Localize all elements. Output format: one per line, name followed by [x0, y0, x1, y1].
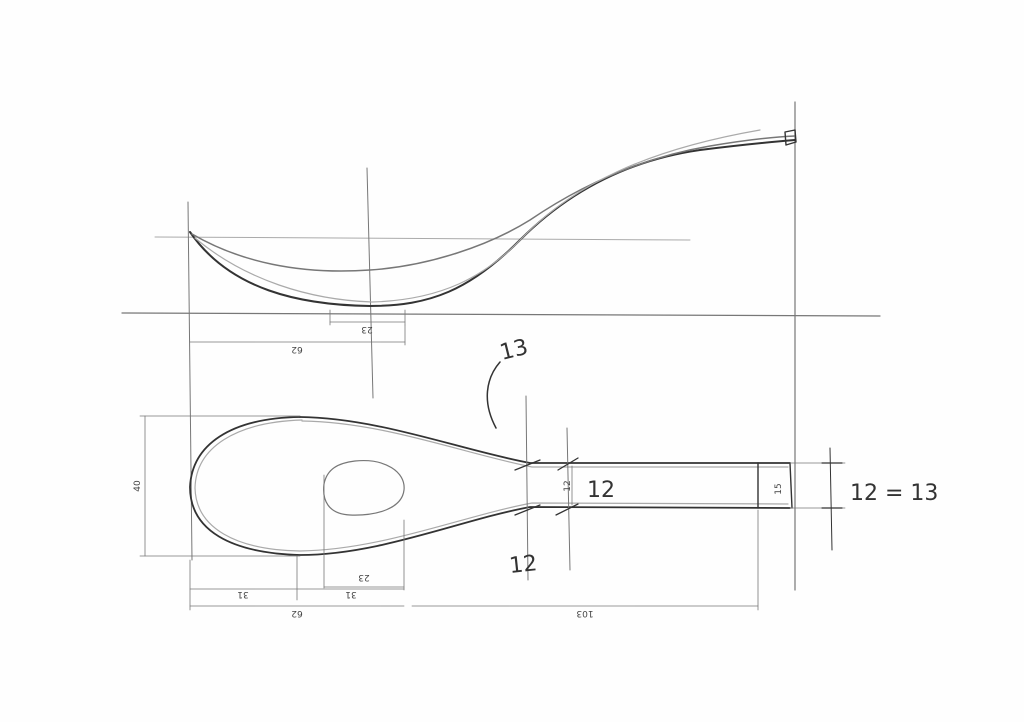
spoon-outline-sketch-lower: [194, 419, 789, 552]
bowl-base-dimension: 23: [329, 309, 406, 334]
rim-guide-line: [154, 236, 691, 241]
first-half-text: 31: [237, 589, 248, 599]
handle-length-text: 103: [576, 608, 593, 618]
hole-dimension: 23: [323, 519, 405, 591]
spoon-outline-upper: [299, 416, 791, 464]
width-dim-text: 40: [133, 480, 143, 492]
second-half-text: 31: [345, 589, 356, 599]
top-bowl-length-text: 62: [291, 608, 302, 618]
base-guide-line: [121, 312, 881, 317]
spoon-outline-sketch-upper: [301, 420, 789, 468]
side-view: 23 62: [121, 101, 881, 591]
width-dimension: 40: [133, 415, 146, 557]
hanging-hole: [323, 460, 405, 516]
upper-note-bracket: [486, 361, 501, 429]
handle-length-dimension: 103: [411, 509, 759, 618]
end-note: 12 = 13: [850, 481, 938, 506]
spoon-profile-sketch: [194, 129, 761, 303]
handle-end-cap: [784, 129, 797, 146]
neck-note: 12: [587, 478, 615, 503]
spoon-profile-top: [191, 135, 796, 272]
side-bowl-length-dimension: 62: [189, 324, 406, 354]
top-view: 40 23 31 31 62 103 12: [133, 335, 938, 618]
end-width-dimension: 15: [774, 447, 843, 551]
spoon-outline-lower: [189, 416, 791, 556]
neck-width-dimension: 12: [563, 465, 573, 506]
bowl-base-dim-text: 23: [361, 324, 372, 334]
left-construction-line: [187, 201, 193, 561]
neck-marks: [514, 457, 579, 516]
top-bowl-length-dimension: 62: [189, 605, 405, 618]
end-width-text: 15: [774, 483, 784, 494]
hole-dim-text: 23: [358, 572, 369, 582]
side-bowl-length-text: 62: [291, 344, 302, 354]
neck-width-text: 12: [563, 480, 573, 491]
halves-dimension: 31 31: [189, 559, 405, 611]
upper-note: 13: [497, 335, 530, 366]
handle-end: [757, 462, 793, 509]
center-construction-line: [366, 167, 374, 399]
lower-note: 12: [508, 551, 538, 579]
spoon-profile-bottom: [189, 139, 796, 307]
